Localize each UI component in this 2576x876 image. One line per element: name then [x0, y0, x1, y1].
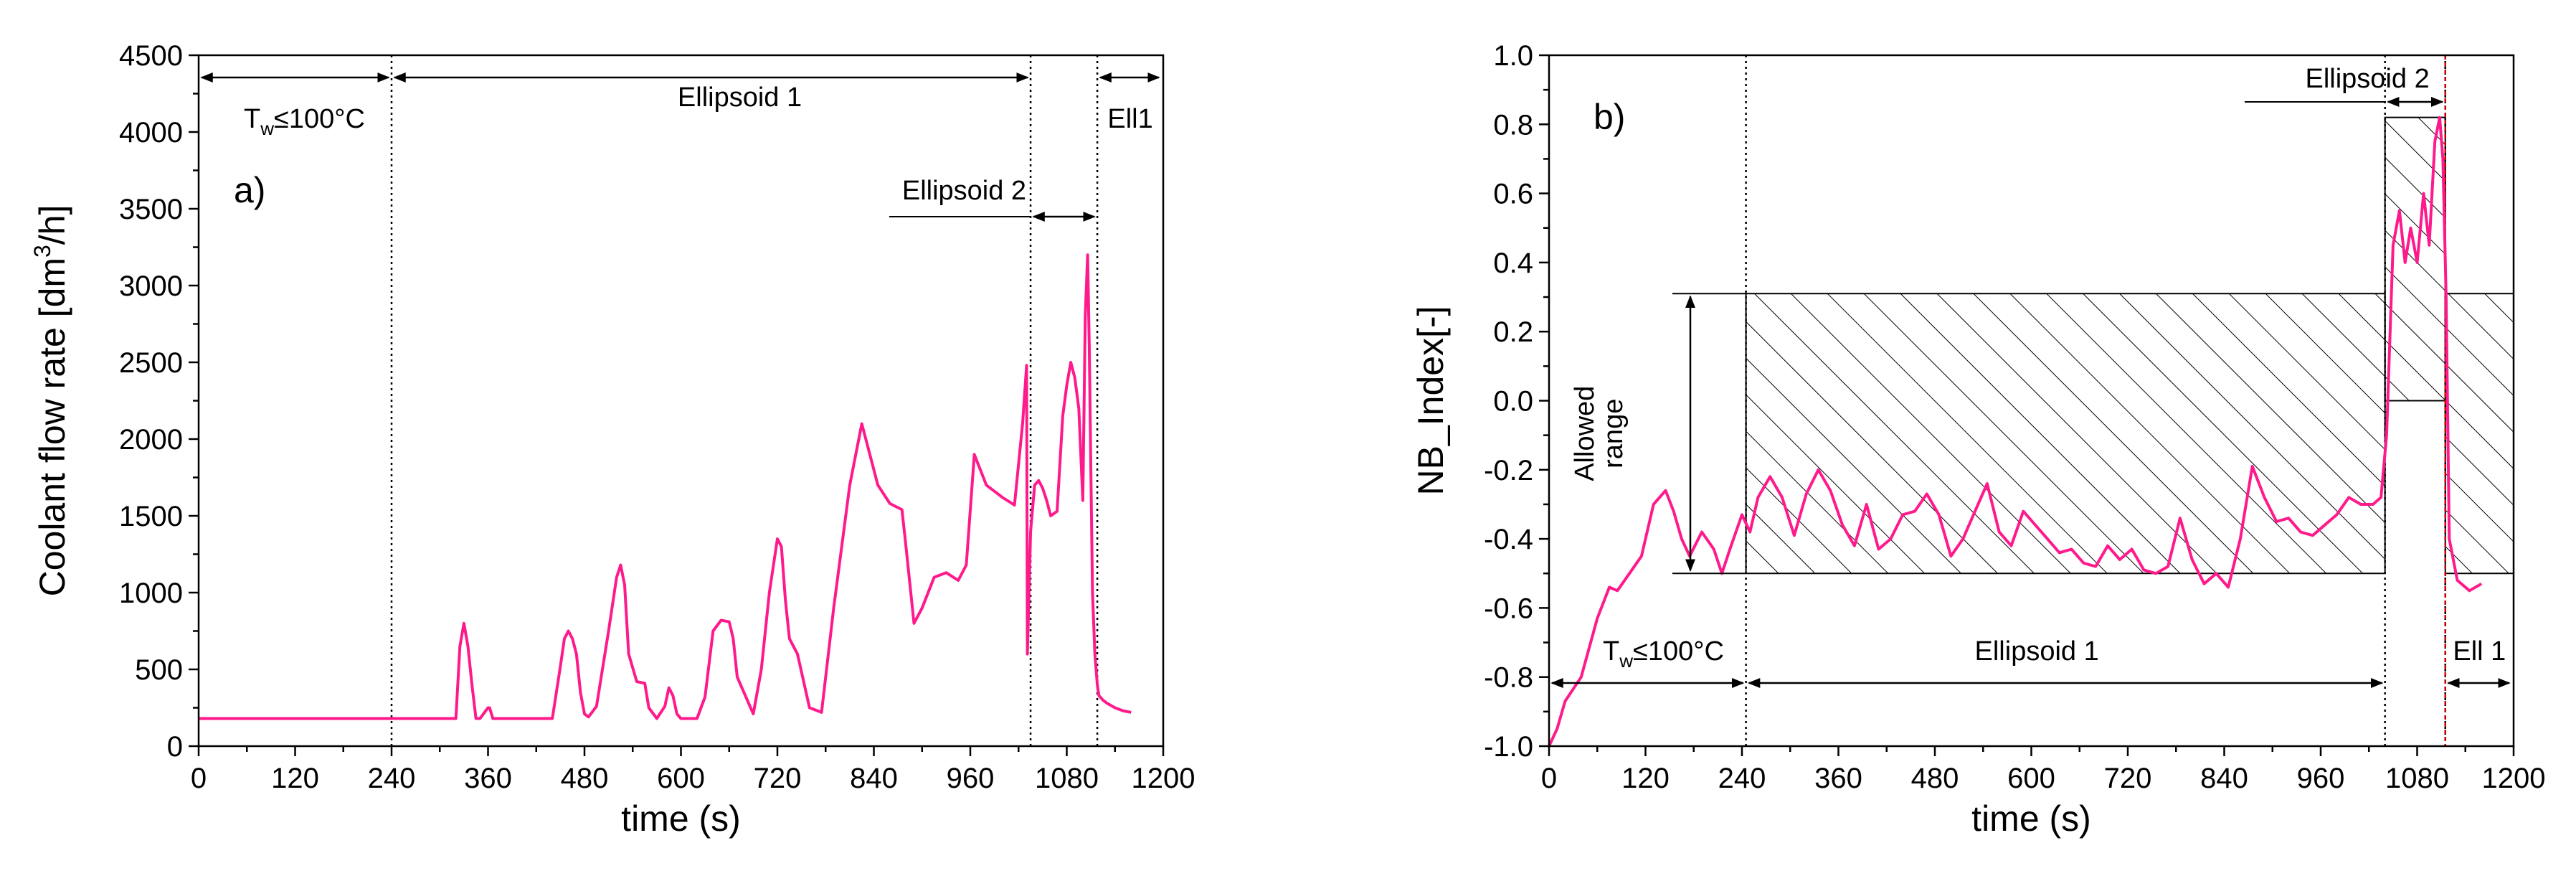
- x-tick-label: 120: [1621, 763, 1670, 794]
- x-tick-label: 360: [464, 763, 512, 794]
- y-tick-label: -0.4: [1484, 524, 1533, 555]
- chart-a-x-axis-label: time (s): [621, 799, 741, 839]
- x-tick-label: 0: [1541, 763, 1557, 794]
- chart-a-series-line: [199, 253, 1132, 720]
- chart-b-tw-annotation: Tw≤100°C: [1603, 636, 1724, 672]
- chart-b-hatched-region: [1745, 293, 2386, 575]
- y-tick-label: 0.4: [1493, 248, 1533, 279]
- chart-a-ellipsoid2-annotation: Ellipsoid 2: [902, 176, 1026, 206]
- x-tick-label: 240: [1718, 763, 1766, 794]
- y-tick-label: 1500: [119, 501, 183, 532]
- chart-b-x-axis-label: time (s): [1971, 799, 2091, 839]
- chart-b-ellipsoid1-annotation: Ellipsoid 1: [1975, 636, 2099, 667]
- chart-b: 0 120 240 360 480 600 720 840 960 1080 1200 -1.0 -0.…: [1411, 40, 2545, 839]
- chart-a-frame: [197, 54, 1165, 748]
- x-tick-label: 960: [947, 763, 995, 794]
- x-tick-label: 720: [754, 763, 802, 794]
- y-tick-label: -0.8: [1484, 662, 1533, 694]
- y-tick-label: 3000: [119, 270, 183, 302]
- x-tick-label: 480: [561, 763, 609, 794]
- chart-b-allowed-range-annotation: Allowedrange: [1570, 386, 1629, 481]
- chart-a-ellipsoid1-annotation: Ellipsoid 1: [678, 83, 802, 113]
- x-tick-label: 960: [2297, 763, 2345, 794]
- chart-a-tw-annotation: Tw≤100°C: [244, 104, 365, 139]
- chart-a: 0 120 240 360 480 600 720 840 960 1080 1200 0 500 100…: [29, 40, 1195, 839]
- y-tick-label: 4000: [119, 117, 183, 149]
- chart-a-ell1-annotation: Ell1: [1107, 104, 1152, 134]
- x-tick-label: 1080: [2385, 763, 2449, 794]
- x-tick-label: 600: [2007, 763, 2055, 794]
- chart-b-series-line: [1548, 116, 2483, 747]
- x-tick-label: 600: [657, 763, 705, 794]
- x-tick-label: 0: [191, 763, 207, 794]
- chart-b-ell1-annotation: Ell 1: [2453, 636, 2506, 667]
- x-tick-label: 480: [1911, 763, 1959, 794]
- y-tick-label: -0.2: [1484, 455, 1533, 486]
- y-tick-label: 0: [167, 731, 183, 763]
- y-tick-label: 0.6: [1493, 179, 1533, 210]
- y-tick-label: 1000: [119, 578, 183, 609]
- y-tick-label: 500: [135, 654, 183, 686]
- y-tick-label: 0.2: [1493, 316, 1533, 348]
- x-tick-label: 240: [368, 763, 416, 794]
- chart-b-hatched-region: [2444, 293, 2515, 575]
- x-tick-label: 1080: [1035, 763, 1099, 794]
- chart-a-panel-label: a): [234, 170, 265, 210]
- chart-b-panel-label: b): [1594, 97, 1625, 137]
- y-tick-label: 0.8: [1493, 109, 1533, 141]
- chart-b-y-axis-label: NB_Index[-]: [1411, 306, 1451, 495]
- y-tick-label: 4500: [119, 40, 183, 72]
- y-tick-label: 0.0: [1493, 386, 1533, 418]
- x-tick-label: 720: [2104, 763, 2152, 794]
- y-tick-label: 2000: [119, 424, 183, 456]
- y-tick-label: 2500: [119, 347, 183, 379]
- x-tick-label: 360: [1814, 763, 1862, 794]
- x-tick-label: 840: [850, 763, 898, 794]
- y-tick-label: 3500: [119, 194, 183, 225]
- x-tick-label: 1200: [2482, 763, 2546, 794]
- x-tick-label: 840: [2200, 763, 2248, 794]
- y-tick-label: -1.0: [1484, 731, 1533, 763]
- x-tick-label: 1200: [1132, 763, 1195, 794]
- chart-b-ellipsoid2-annotation: Ellipsoid 2: [2306, 64, 2430, 94]
- chart-a-y-axis-label: Coolant flow rate [dm3/h]: [29, 205, 72, 597]
- y-tick-label: -0.6: [1484, 593, 1533, 624]
- x-tick-label: 120: [271, 763, 319, 794]
- y-tick-label: 1.0: [1493, 40, 1533, 72]
